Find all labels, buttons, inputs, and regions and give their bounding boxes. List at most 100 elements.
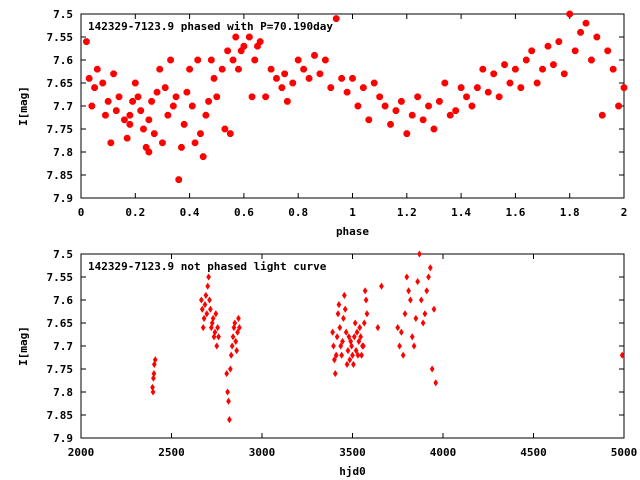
x-tick-label: 1.6 [505,206,525,219]
data-point [218,65,226,73]
data-point [408,111,416,119]
data-point [415,278,421,286]
data-point [152,356,158,364]
data-point [414,93,422,101]
data-point [609,65,617,73]
data-point [232,33,240,41]
data-point [422,310,428,318]
data-point [131,79,139,87]
data-point [406,287,411,295]
data-point [229,56,237,64]
x-tick-label: 4500 [520,446,547,459]
data-point [404,273,410,281]
data-point [207,296,212,304]
data-point [332,356,337,364]
chart-title: 142329-7123.9 phased with P=70.190day [88,20,333,33]
data-point [364,310,370,318]
data-point [339,351,345,359]
data-point [341,314,346,322]
data-point [197,130,204,137]
data-point [345,347,351,355]
data-point [281,70,288,78]
data-point [363,296,369,304]
data-point [333,351,339,359]
x-tick-label: 3000 [249,446,276,459]
data-point [555,38,563,45]
data-point [121,116,128,124]
y-tick-label: 7.7 [53,100,73,113]
data-point [335,310,341,318]
data-point [202,301,208,309]
x-tick-label: 2500 [158,446,185,459]
data-point [126,111,134,119]
data-point [330,328,335,336]
data-point [186,65,193,73]
x-tick-label: 4000 [430,446,457,459]
data-point [151,374,156,382]
data-point [468,102,476,110]
data-point [233,337,239,345]
data-point [206,273,211,281]
data-point [358,333,364,341]
data-point [338,75,346,82]
data-point [207,56,215,64]
data-point [107,139,115,147]
y-tick-label: 7.5 [53,8,73,21]
data-point [236,314,241,322]
data-point [145,116,153,124]
data-point [343,328,349,336]
data-point [418,296,424,304]
data-point [395,324,401,332]
y-tick-label: 7.75 [47,363,74,376]
data-point [598,111,606,119]
data-point [362,287,368,295]
data-point [346,333,352,341]
y-tick-label: 7.9 [53,192,73,205]
data-point [544,42,552,50]
data-point [216,333,221,341]
x-axis-title: phase [336,225,369,238]
data-point [83,38,90,45]
data-point [256,38,264,45]
data-point [398,98,405,105]
data-point [349,75,356,82]
data-point [153,88,161,96]
data-point [352,319,358,327]
data-point [577,29,584,36]
data-point [228,351,234,359]
data-point [397,342,402,350]
data-point [150,130,158,137]
data-point [350,351,355,359]
data-point [539,65,546,73]
data-point [620,84,628,91]
data-point [429,365,435,373]
data-point [150,388,156,396]
data-point [112,107,120,114]
data-point [347,356,353,364]
data-point [156,65,164,73]
x-tick-label: 3500 [339,446,366,459]
data-point [354,102,362,110]
data-point [474,84,481,91]
data-point [235,65,242,73]
data-point [344,360,350,368]
data-point [512,65,519,73]
data-point [355,351,361,359]
y-tick-label: 7.8 [53,386,73,399]
data-point [321,56,329,64]
data-point [338,342,344,350]
data-point [169,102,177,110]
data-point [199,305,205,313]
y-tick-label: 7.65 [47,317,74,330]
data-point [336,301,342,309]
data-point [161,84,169,91]
x-tick-label: 2 [621,206,628,219]
x-tick-label: 2000 [68,446,95,459]
data-point [203,291,209,299]
data-point [431,305,437,313]
y-tick-label: 7.5 [53,248,73,261]
data-point [311,52,318,59]
data-point [341,291,347,299]
y-tick-label: 7.55 [47,31,74,44]
data-point [205,282,211,290]
